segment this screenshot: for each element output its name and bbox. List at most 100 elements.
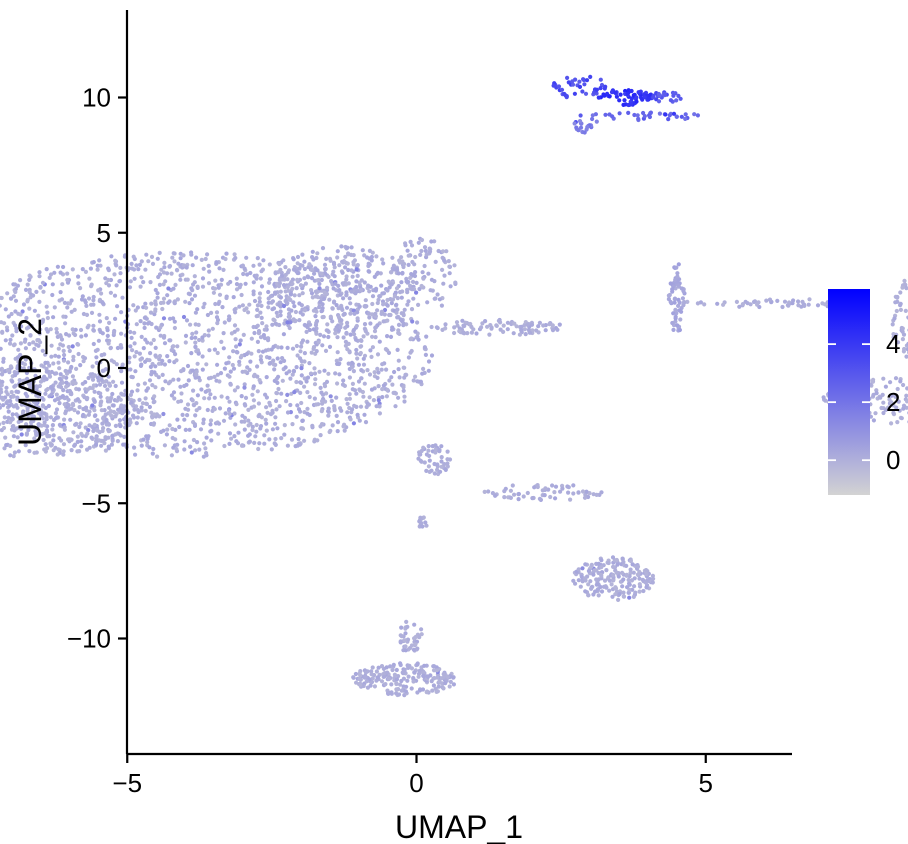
scatter-point: [95, 418, 100, 423]
scatter-point: [405, 624, 410, 630]
scatter-point: [80, 294, 85, 299]
scatter-point: [461, 330, 466, 335]
scatter-point: [279, 345, 284, 350]
scatter-point: [13, 309, 18, 314]
scatter-point: [18, 352, 23, 358]
scatter-point: [241, 332, 246, 337]
scatter-point: [300, 291, 305, 296]
scatter-point: [263, 417, 268, 422]
scatter-point: [602, 578, 608, 583]
scatter-point: [11, 394, 16, 399]
scatter-point: [176, 377, 181, 382]
scatter-point: [48, 272, 54, 277]
scatter-point: [637, 576, 642, 581]
scatter-point: [132, 445, 137, 450]
scatter-point: [391, 390, 396, 395]
scatter-point: [31, 340, 36, 345]
scatter-point: [153, 345, 158, 350]
scatter-point: [12, 450, 17, 455]
scatter-point: [128, 392, 133, 397]
scatter-point: [185, 413, 190, 418]
scatter-point: [100, 301, 106, 306]
scatter-point: [370, 250, 375, 255]
scatter-point: [317, 286, 322, 291]
scatter-point: [399, 688, 404, 693]
scatter-point: [201, 417, 206, 422]
scatter-point: [413, 329, 418, 334]
scatter-point: [901, 349, 907, 354]
scatter-point: [389, 682, 394, 687]
scatter-point: [239, 353, 244, 358]
scatter-point: [307, 327, 312, 333]
scatter-point: [550, 328, 556, 333]
scatter-point: [457, 329, 462, 334]
scatter-point: [151, 422, 156, 427]
scatter-point: [115, 304, 120, 309]
scatter-point: [212, 374, 217, 379]
scatter-point: [516, 497, 521, 502]
scatter-point: [391, 662, 396, 668]
scatter-point: [99, 377, 104, 382]
scatter-point: [633, 590, 638, 595]
scatter-point: [503, 486, 508, 491]
scatter-point: [28, 333, 33, 338]
scatter-point: [69, 364, 74, 370]
scatter-point: [297, 293, 302, 298]
scatter-point: [335, 429, 340, 434]
scatter-point: [375, 352, 381, 357]
scatter-point: [347, 350, 352, 355]
scatter-point: [285, 392, 290, 397]
scatter-point: [202, 396, 207, 401]
scatter-point: [17, 381, 22, 386]
scatter-point: [25, 376, 30, 381]
scatter-point: [54, 326, 59, 332]
scatter-point: [230, 362, 235, 368]
scatter-point: [375, 675, 380, 680]
scatter-point: [335, 335, 340, 340]
scatter-point: [87, 409, 92, 414]
scatter-point: [63, 321, 68, 326]
scatter-point: [76, 351, 81, 357]
scatter-point: [113, 423, 118, 428]
scatter-point: [505, 320, 510, 325]
scatter-point: [6, 314, 11, 319]
scatter-point: [158, 333, 163, 338]
scatter-point: [205, 252, 210, 257]
scatter-point: [50, 282, 55, 287]
scatter-point: [119, 310, 124, 315]
scatter-point: [104, 281, 109, 286]
scatter-point: [440, 681, 445, 686]
scatter-point: [402, 638, 407, 643]
scatter-point: [245, 272, 250, 277]
scatter-point: [269, 300, 274, 305]
scatter-point: [412, 670, 417, 675]
scatter-point: [424, 523, 429, 528]
scatter-point: [216, 421, 222, 426]
scatter-point: [257, 291, 263, 296]
scatter-point: [72, 408, 77, 413]
scatter-point: [358, 682, 363, 688]
scatter-point: [361, 362, 367, 367]
scatter-point: [134, 421, 139, 426]
scatter-point: [51, 361, 56, 366]
scatter-point: [237, 362, 242, 367]
scatter-point: [18, 278, 23, 283]
scatter-point: [7, 403, 12, 408]
scatter-point: [223, 256, 228, 262]
scatter-point: [311, 327, 316, 332]
scatter-point: [302, 266, 307, 272]
scatter-point: [98, 394, 103, 399]
scatter-point: [411, 296, 416, 301]
scatter-point: [91, 298, 96, 303]
scatter-point: [356, 379, 362, 384]
scatter-point: [55, 396, 60, 401]
scatter-point: [386, 676, 391, 682]
scatter-point: [67, 348, 72, 354]
scatter-point: [373, 311, 378, 316]
scatter-point: [27, 277, 32, 282]
scatter-point: [193, 448, 198, 453]
scatter-point: [363, 674, 368, 679]
scatter-point: [231, 366, 237, 371]
scatter-point: [186, 407, 191, 412]
scatter-point: [0, 422, 2, 427]
